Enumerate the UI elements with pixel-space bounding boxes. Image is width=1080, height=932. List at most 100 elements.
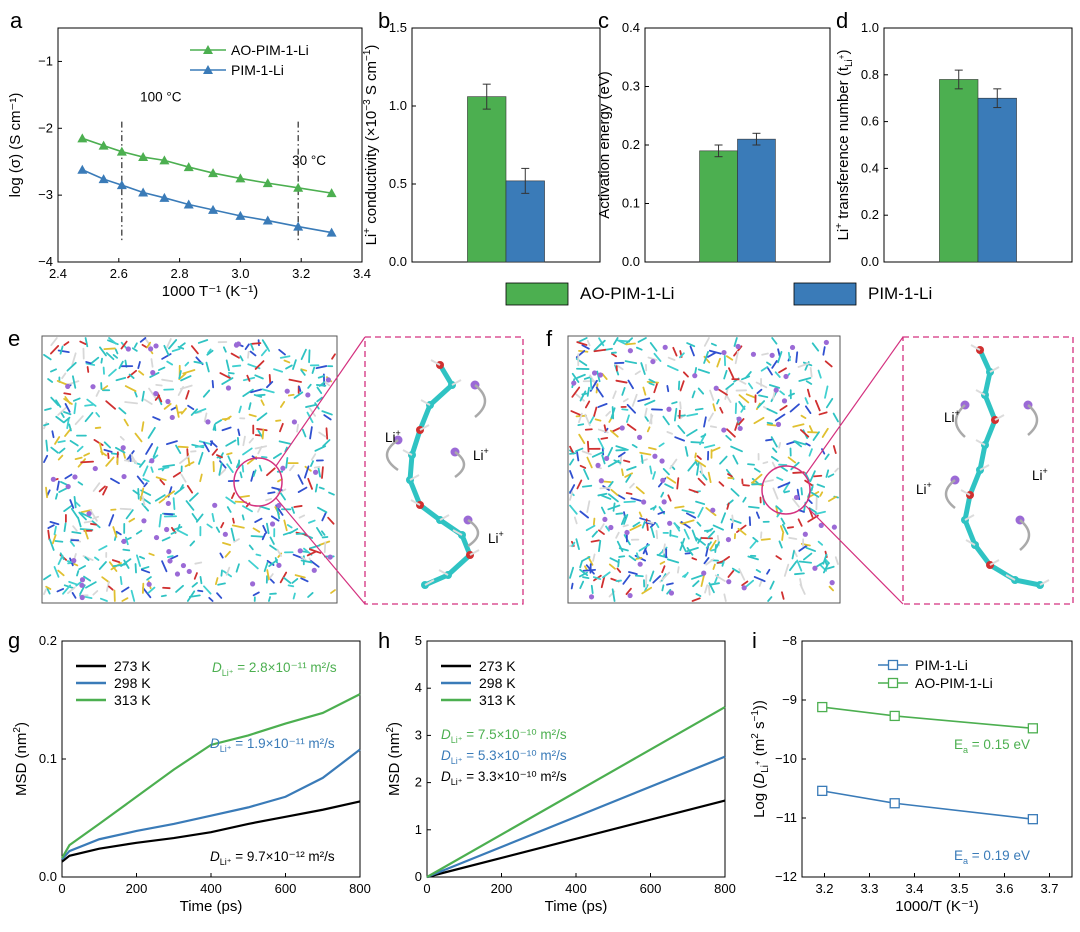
bond bbox=[620, 514, 627, 526]
bond bbox=[649, 342, 658, 352]
bond bbox=[123, 559, 130, 569]
bond bbox=[71, 592, 77, 599]
bond bbox=[569, 470, 574, 479]
bond bbox=[704, 584, 709, 594]
bond bbox=[266, 569, 270, 580]
bond bbox=[766, 421, 773, 425]
bond bbox=[57, 454, 64, 461]
bond bbox=[766, 423, 777, 427]
bond bbox=[771, 337, 778, 345]
bond bbox=[168, 339, 178, 350]
bond bbox=[610, 488, 619, 496]
li-atom bbox=[789, 344, 796, 351]
bond bbox=[142, 587, 152, 599]
bond bbox=[742, 496, 747, 503]
bond bbox=[66, 417, 70, 430]
bond bbox=[576, 479, 583, 490]
msd-line-0 bbox=[426, 799, 726, 879]
bond bbox=[51, 430, 55, 439]
bond bbox=[68, 580, 79, 586]
bond bbox=[221, 426, 232, 432]
bond bbox=[53, 566, 60, 578]
bond bbox=[781, 591, 785, 600]
li-atom bbox=[65, 483, 71, 490]
bond bbox=[681, 509, 695, 514]
bond bbox=[634, 574, 644, 578]
bond bbox=[98, 561, 107, 570]
data-point-1 bbox=[817, 701, 828, 713]
bond bbox=[199, 473, 203, 483]
bond bbox=[731, 514, 734, 524]
bond bbox=[593, 348, 607, 353]
bond bbox=[76, 445, 84, 453]
bond bbox=[623, 459, 631, 463]
bond bbox=[59, 345, 64, 355]
bond bbox=[797, 518, 803, 527]
bond bbox=[673, 407, 678, 422]
bond bbox=[692, 580, 700, 588]
zoom-molecule-f bbox=[944, 344, 1050, 589]
x-tick-label-h: 600 bbox=[640, 881, 662, 896]
li-atom bbox=[79, 594, 85, 601]
bond bbox=[653, 352, 662, 362]
bond bbox=[177, 345, 185, 350]
bond bbox=[242, 435, 246, 447]
chart-c: 0.0 0.1 0.2 0.3 0.4 Activation energy (eV) bbox=[596, 20, 831, 269]
bond bbox=[617, 494, 626, 500]
y-tick-label-g: 0.1 bbox=[39, 751, 57, 766]
bond bbox=[594, 418, 602, 422]
li-atom bbox=[121, 473, 127, 480]
bond bbox=[219, 460, 227, 469]
bond bbox=[631, 393, 638, 407]
bond bbox=[164, 490, 176, 499]
bond bbox=[581, 344, 590, 350]
bond bbox=[681, 519, 695, 525]
bond bbox=[662, 468, 670, 476]
bond bbox=[824, 453, 830, 461]
bond bbox=[133, 342, 138, 348]
bond bbox=[646, 426, 651, 433]
legend-label-ao: AO-PIM-1-Li bbox=[580, 284, 674, 303]
li-atom bbox=[149, 458, 155, 464]
bond bbox=[709, 539, 717, 551]
bond bbox=[602, 571, 611, 579]
bond bbox=[47, 378, 54, 383]
bond bbox=[307, 591, 314, 598]
bond bbox=[644, 407, 648, 417]
bond bbox=[89, 509, 98, 522]
bond bbox=[606, 446, 614, 459]
li-atom bbox=[50, 476, 56, 482]
bond bbox=[185, 390, 190, 400]
bond bbox=[732, 454, 739, 465]
bond bbox=[631, 443, 638, 449]
bond bbox=[689, 345, 695, 357]
bond bbox=[148, 387, 157, 400]
bond bbox=[809, 367, 813, 378]
bond bbox=[725, 355, 734, 361]
bond bbox=[163, 403, 172, 410]
bond bbox=[222, 346, 227, 353]
bond bbox=[254, 360, 265, 370]
bond bbox=[714, 543, 717, 553]
hydrogen-bond bbox=[409, 474, 420, 481]
data-point-0 bbox=[235, 173, 246, 183]
bond bbox=[284, 446, 288, 453]
bond bbox=[89, 356, 100, 365]
bond bbox=[778, 442, 782, 449]
bond bbox=[56, 480, 60, 491]
bond bbox=[598, 337, 605, 347]
bond bbox=[664, 483, 674, 489]
bond bbox=[738, 394, 750, 404]
zoom-molecule-e bbox=[385, 359, 487, 589]
li-atom bbox=[276, 562, 282, 568]
bond bbox=[310, 453, 317, 461]
bond bbox=[214, 577, 219, 586]
bond bbox=[140, 566, 150, 570]
bond bbox=[170, 406, 178, 411]
bond bbox=[775, 506, 779, 517]
bond bbox=[278, 440, 291, 445]
bond bbox=[797, 362, 810, 368]
bond bbox=[43, 454, 49, 464]
bond bbox=[171, 347, 181, 353]
bond bbox=[66, 380, 80, 386]
